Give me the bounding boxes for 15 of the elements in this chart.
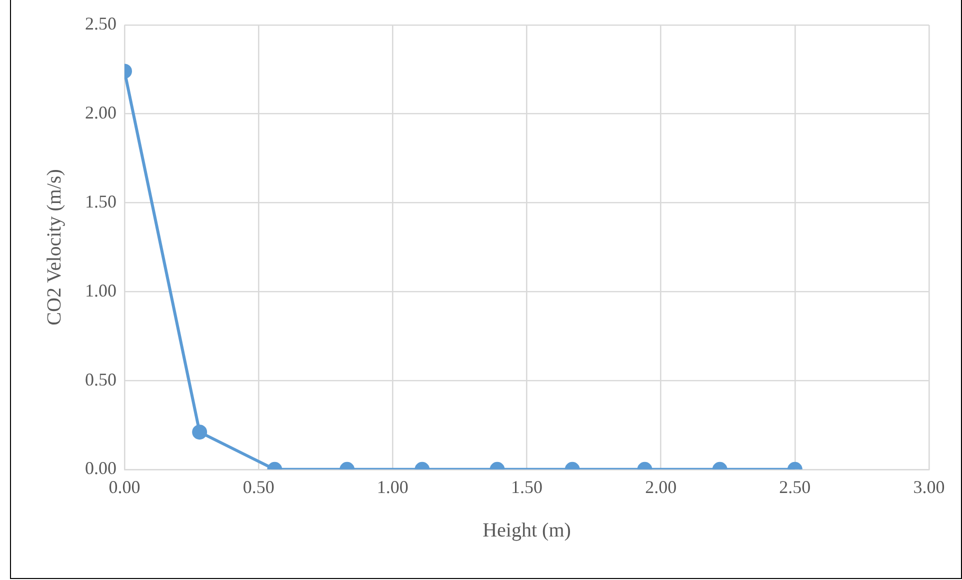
- x-tick-label: 0.50: [242, 476, 274, 497]
- y-tick-label: 0.50: [85, 369, 116, 390]
- y-tick-label: 2.00: [85, 102, 116, 123]
- x-axis-title: Height (m): [482, 519, 571, 542]
- y-tick-label: 0.00: [85, 458, 116, 478]
- x-tick-label: 2.50: [779, 476, 811, 497]
- y-tick-label: 2.50: [85, 14, 116, 34]
- x-tick-label: 2.00: [645, 476, 677, 497]
- x-tick-label: 1.00: [376, 476, 408, 497]
- y-tick-label: 1.00: [85, 280, 116, 300]
- x-tick-label: 0.00: [108, 476, 140, 497]
- x-tick-label: 3.00: [913, 476, 945, 497]
- y-axis-title: CO2 Velocity (m/s): [43, 169, 66, 326]
- y-tick-label: 1.50: [85, 191, 116, 212]
- x-tick-label: 1.50: [511, 476, 542, 497]
